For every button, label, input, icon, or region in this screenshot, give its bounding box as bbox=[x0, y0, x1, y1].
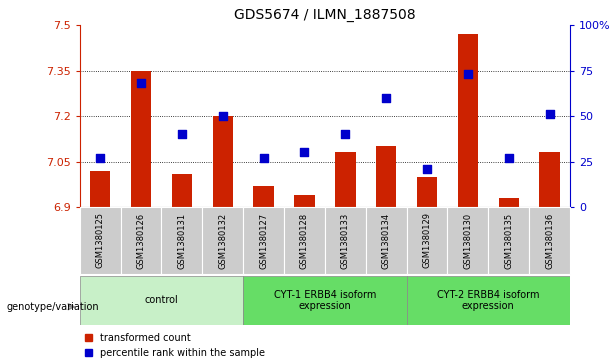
Point bbox=[300, 150, 310, 155]
Text: CYT-2 ERBB4 isoform
expression: CYT-2 ERBB4 isoform expression bbox=[437, 290, 539, 311]
FancyBboxPatch shape bbox=[243, 276, 406, 325]
Point bbox=[545, 111, 555, 117]
Bar bbox=[213, 116, 233, 207]
Text: GSM1380131: GSM1380131 bbox=[177, 212, 186, 269]
Text: GSM1380136: GSM1380136 bbox=[545, 212, 554, 269]
FancyBboxPatch shape bbox=[284, 207, 325, 274]
FancyBboxPatch shape bbox=[243, 207, 284, 274]
FancyBboxPatch shape bbox=[80, 276, 243, 325]
Bar bbox=[294, 195, 314, 207]
FancyBboxPatch shape bbox=[447, 207, 489, 274]
FancyBboxPatch shape bbox=[80, 207, 121, 274]
FancyBboxPatch shape bbox=[406, 207, 447, 274]
Text: GSM1380128: GSM1380128 bbox=[300, 212, 309, 269]
Text: GSM1380134: GSM1380134 bbox=[382, 212, 390, 269]
FancyBboxPatch shape bbox=[202, 207, 243, 274]
Bar bbox=[253, 186, 274, 207]
Bar bbox=[335, 152, 356, 207]
Bar bbox=[131, 71, 151, 207]
Point bbox=[136, 81, 146, 86]
Text: GSM1380135: GSM1380135 bbox=[504, 212, 513, 269]
Bar bbox=[458, 34, 478, 207]
FancyBboxPatch shape bbox=[406, 276, 570, 325]
FancyBboxPatch shape bbox=[366, 207, 406, 274]
Bar bbox=[376, 146, 397, 207]
FancyBboxPatch shape bbox=[121, 207, 161, 274]
FancyBboxPatch shape bbox=[325, 207, 366, 274]
FancyBboxPatch shape bbox=[489, 207, 529, 274]
Point bbox=[259, 155, 268, 161]
FancyBboxPatch shape bbox=[161, 207, 202, 274]
Point bbox=[218, 113, 227, 119]
Point bbox=[463, 72, 473, 77]
Bar bbox=[417, 177, 437, 207]
Point bbox=[95, 155, 105, 161]
Legend: transformed count, percentile rank within the sample: transformed count, percentile rank withi… bbox=[85, 333, 265, 358]
Text: GSM1380127: GSM1380127 bbox=[259, 212, 268, 269]
Point bbox=[177, 131, 187, 137]
Text: control: control bbox=[145, 295, 178, 305]
Point bbox=[504, 155, 514, 161]
Bar bbox=[90, 171, 110, 207]
Title: GDS5674 / ILMN_1887508: GDS5674 / ILMN_1887508 bbox=[234, 8, 416, 22]
Text: GSM1380133: GSM1380133 bbox=[341, 212, 350, 269]
Text: GSM1380132: GSM1380132 bbox=[218, 212, 227, 269]
Point bbox=[422, 166, 432, 172]
Text: GSM1380125: GSM1380125 bbox=[96, 212, 105, 269]
Text: CYT-1 ERBB4 isoform
expression: CYT-1 ERBB4 isoform expression bbox=[273, 290, 376, 311]
Bar bbox=[498, 198, 519, 207]
Text: GSM1380129: GSM1380129 bbox=[422, 212, 432, 269]
Text: GSM1380126: GSM1380126 bbox=[137, 212, 145, 269]
Point bbox=[381, 95, 391, 101]
Text: genotype/variation: genotype/variation bbox=[6, 302, 99, 312]
Bar bbox=[539, 152, 560, 207]
Text: GSM1380130: GSM1380130 bbox=[463, 212, 473, 269]
Bar bbox=[172, 174, 192, 207]
FancyBboxPatch shape bbox=[529, 207, 570, 274]
Point bbox=[340, 131, 350, 137]
